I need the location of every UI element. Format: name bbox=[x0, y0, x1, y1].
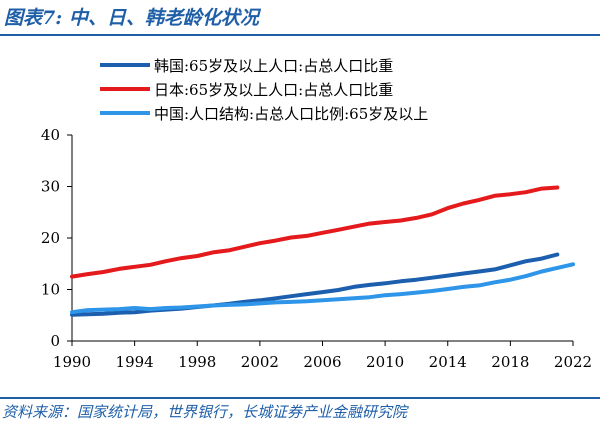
x-tick-label: 2010 bbox=[366, 353, 404, 371]
x-tick-label: 2022 bbox=[554, 353, 592, 371]
legend-label-2: 日本:65岁及以上人口:占总人口比重 bbox=[154, 81, 393, 99]
x-tick-label: 2002 bbox=[241, 353, 279, 371]
x-tick-label: 1990 bbox=[53, 353, 91, 371]
source-divider bbox=[0, 397, 600, 399]
x-tick-label: 2014 bbox=[429, 353, 467, 371]
figure-title: 图表7: 中、日、韩老龄化状况 bbox=[4, 7, 259, 29]
y-tick-label: 20 bbox=[41, 229, 60, 247]
legend: 韩国:65岁及以上人口:占总人口比重日本:65岁及以上人口:占总人口比重中国:人… bbox=[100, 57, 428, 123]
legend-label-1: 韩国:65岁及以上人口:占总人口比重 bbox=[154, 57, 393, 75]
title-divider bbox=[0, 34, 600, 36]
x-tick-label: 2018 bbox=[491, 353, 529, 371]
y-tick-label: 0 bbox=[50, 332, 60, 350]
y-tick-label: 40 bbox=[41, 126, 60, 144]
axes: 0 10 20 30 40 1990 1994 1998 2002 2006 2010 2014 201… bbox=[41, 126, 592, 371]
source-note: 资料来源：国家统计局，世界银行，长城证券产业金融研究院 bbox=[2, 403, 408, 421]
series-line-3 bbox=[70, 262, 575, 315]
legend-label-3: 中国:人口结构:占总人口比例:65岁及以上 bbox=[154, 105, 428, 123]
x-tick-label: 1998 bbox=[178, 353, 216, 371]
series-layer bbox=[70, 185, 575, 317]
x-tick-label: 2006 bbox=[303, 353, 341, 371]
y-tick-label: 30 bbox=[41, 178, 60, 196]
x-tick-label: 1994 bbox=[116, 353, 154, 371]
y-tick-label: 10 bbox=[41, 281, 60, 299]
title-bar: 图表7: 中、日、韩老龄化状况 bbox=[0, 0, 600, 34]
series-line-2 bbox=[70, 185, 560, 279]
